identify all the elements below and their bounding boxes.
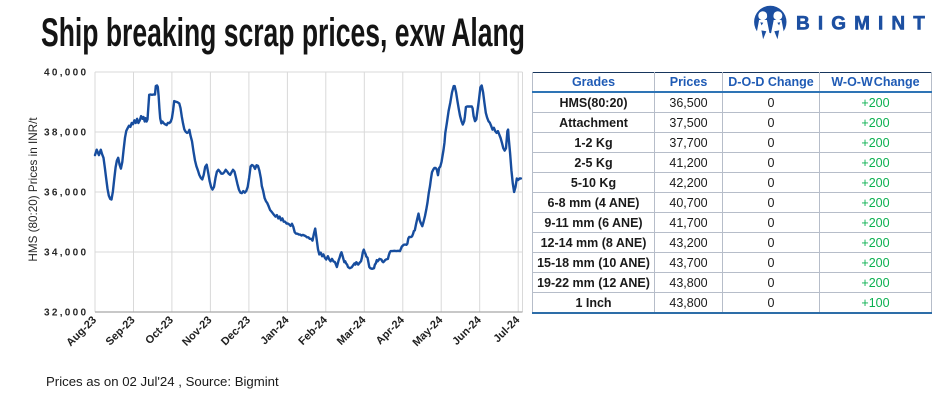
svg-text:Jul-24: Jul-24 (491, 314, 523, 346)
svg-text:May-24: May-24 (410, 314, 445, 349)
svg-text:Sep-23: Sep-23 (104, 314, 138, 348)
svg-text:BIGMINT: BIGMINT (796, 14, 933, 35)
svg-text:Oct-23: Oct-23 (143, 314, 176, 347)
svg-text:Jan-24: Jan-24 (258, 314, 292, 348)
svg-text:Mar-24: Mar-24 (335, 314, 369, 348)
svg-text:Apr-24: Apr-24 (374, 314, 408, 348)
svg-text:32,000: 32,000 (44, 308, 86, 319)
svg-text:Aug-23: Aug-23 (64, 314, 99, 349)
svg-text:38,000: 38,000 (44, 128, 86, 139)
svg-text:34,000: 34,000 (44, 248, 86, 259)
svg-text:Nov-23: Nov-23 (180, 314, 214, 348)
svg-text:36,000: 36,000 (44, 188, 86, 199)
svg-text:Dec-23: Dec-23 (219, 314, 253, 348)
svg-text:40,000: 40,000 (44, 68, 86, 79)
svg-text:HMS (80:20) Prices in INR/t: HMS (80:20) Prices in INR/t (27, 117, 40, 262)
svg-text:Feb-24: Feb-24 (296, 314, 330, 348)
svg-text:Jun-24: Jun-24 (450, 314, 484, 348)
